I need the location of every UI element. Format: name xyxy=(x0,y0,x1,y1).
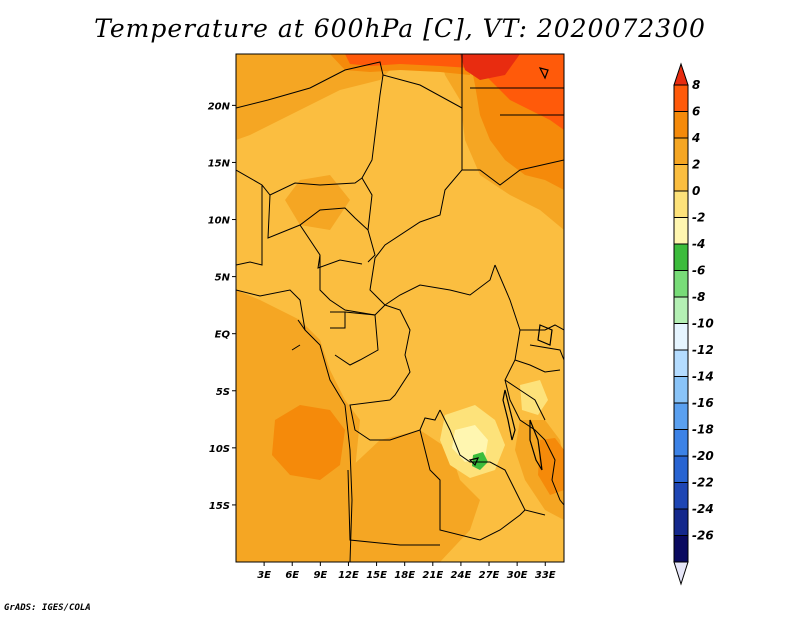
lat-label: 10S xyxy=(209,444,230,455)
colorbar-segment xyxy=(673,111,689,139)
field-6-to-8-north xyxy=(345,54,470,68)
colorbar-segment xyxy=(673,402,689,430)
colorbar-segment xyxy=(673,270,689,298)
lon-label: 30E xyxy=(507,570,528,581)
lon-label: 18E xyxy=(394,570,415,581)
lon-label: 21E xyxy=(422,570,443,581)
lon-label: 27E xyxy=(479,570,500,581)
colorbar-segment xyxy=(673,84,689,112)
colorbar-segment xyxy=(673,376,689,404)
field-4-to-6-southeast xyxy=(538,438,564,495)
lat-label: 20N xyxy=(208,101,231,112)
lakes xyxy=(468,67,553,471)
country-borders xyxy=(236,54,564,562)
field-neg6-to-neg4 xyxy=(472,452,488,470)
colorbar-label: -20 xyxy=(692,449,714,463)
field-2-to-4-south xyxy=(348,430,480,562)
colorbar-segment xyxy=(673,508,689,536)
lon-label: 15E xyxy=(366,570,387,581)
lon-label: 33E xyxy=(535,570,556,581)
field-8-plus xyxy=(460,54,520,80)
colorbar-segment xyxy=(673,429,689,457)
map-title: Temperature at 600hPa [C], VT: 202007230… xyxy=(94,14,706,43)
colorbar-label: -4 xyxy=(692,237,705,251)
field-neg2-to-0-east xyxy=(520,380,548,415)
lon-label: 9E xyxy=(313,570,327,581)
colorbar-segment xyxy=(673,455,689,483)
lat-label: EQ xyxy=(215,330,231,341)
field-2-to-4-central xyxy=(285,175,350,230)
colorbar-label: -2 xyxy=(692,211,705,225)
colorbar-label: -8 xyxy=(692,290,705,304)
colorbar-segment xyxy=(673,323,689,351)
lat-label: 5S xyxy=(216,387,230,398)
colorbar-label: -10 xyxy=(692,317,714,331)
colorbar-label: 6 xyxy=(692,105,700,119)
colorbar-label: -6 xyxy=(692,264,705,278)
colorbar-label: -26 xyxy=(692,529,714,543)
map-frame xyxy=(235,53,565,563)
lon-label: 12E xyxy=(338,570,359,581)
colorbar-segment xyxy=(673,482,689,510)
colorbar-label: -22 xyxy=(692,476,714,490)
colorbar-segment xyxy=(673,349,689,377)
lat-label: 10N xyxy=(208,216,231,227)
temperature-field xyxy=(236,54,564,562)
colorbar-label: 0 xyxy=(692,184,700,198)
colorbar-label: -12 xyxy=(692,343,714,357)
latitude-axis: 20N 15N 10N 5N EQ 5S 10S 15S xyxy=(208,101,236,512)
field-4-to-6-southwest xyxy=(272,405,345,480)
colorbar: 8 6 4 2 0 -2 -4 -6 -8 -10 -12 -14 -16 -18 -20 -22 -24 -26 xyxy=(673,62,714,586)
colorbar-segment xyxy=(673,190,689,218)
colorbar-segment xyxy=(673,243,689,271)
colorbar-label: -14 xyxy=(692,370,714,384)
colorbar-segment xyxy=(673,164,689,192)
colorbar-label: 2 xyxy=(692,158,700,172)
field-2-to-4-north xyxy=(236,54,400,140)
colorbar-segment xyxy=(673,137,689,165)
longitude-axis: 3E 6E 9E 12E 15E 18E 21E 24E 27E 30E 33E xyxy=(257,562,556,581)
colorbar-segment xyxy=(673,217,689,245)
lat-label: 15S xyxy=(209,501,230,512)
grads-credit: GrADS: IGES/COLA xyxy=(4,603,91,613)
colorbar-label: -18 xyxy=(692,423,714,437)
colorbar-label: 4 xyxy=(691,131,700,145)
lat-label: 15N xyxy=(208,158,231,169)
lon-label: 24E xyxy=(451,570,472,581)
colorbar-top-arrow xyxy=(673,62,689,86)
lon-label: 3E xyxy=(257,570,271,581)
colorbar-segment xyxy=(673,535,689,563)
colorbar-segment xyxy=(673,296,689,324)
colorbar-bottom-arrow xyxy=(673,561,689,586)
lat-label: 5N xyxy=(215,273,231,284)
lon-label: 6E xyxy=(285,570,299,581)
colorbar-label: -24 xyxy=(692,502,714,516)
field-neg4-to-neg2 xyxy=(452,425,488,462)
colorbar-label: 8 xyxy=(692,78,700,92)
colorbar-label: -16 xyxy=(692,396,714,410)
